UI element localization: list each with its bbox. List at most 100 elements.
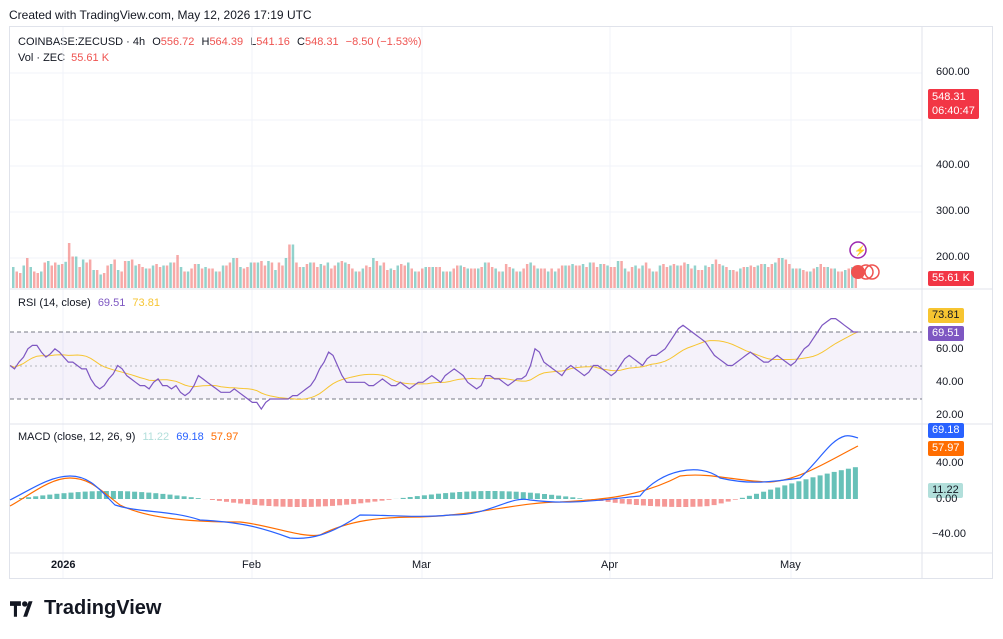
volume-bar [683,262,686,288]
volume-bar [497,271,501,288]
volume-bar [578,265,581,288]
volume-bar [574,265,578,288]
volume-bar [658,265,662,288]
volume-bars [12,243,857,289]
macd-hist-bar [61,493,67,499]
volume-bar [211,268,214,288]
volume-bar [204,267,207,288]
change-value: −8.50 (−1.53%) [345,36,422,48]
volume-bar [805,271,809,288]
volume-bar [456,265,459,288]
volume-bar [463,267,466,288]
macd-hist-bar [697,499,703,507]
volume-bar [267,261,270,288]
signal-tag: 57.97 [928,441,964,456]
macd-hist-bar [132,491,138,499]
macd-hist-bar [181,496,187,499]
volume-bar [651,271,655,288]
volume-bar [634,265,637,288]
volume-bar [700,270,704,288]
macd-hist-bar [322,499,328,507]
macd-tag: 69.18 [928,423,964,438]
macd-hist-bar [365,499,371,503]
volume-bar [221,265,225,288]
macd-hist-bar [188,497,194,499]
macd-hist-bar [824,473,830,499]
macd-hist-bar [209,499,215,500]
macd-hist-bar [68,492,74,499]
volume-bar [141,267,144,288]
macd-hist-bar [386,499,392,500]
economic-event-icon-2[interactable] [864,264,880,280]
volume-bar [532,265,536,288]
macd-hist-bar [775,487,781,499]
volume-bar [707,267,711,288]
volume-bar [407,262,410,288]
volume-bar [662,264,665,288]
volume-bar [711,264,714,288]
volume-bar [543,268,546,288]
volume-bar [298,267,302,288]
volume-bar [382,262,386,288]
macd-hist-bar [259,499,265,506]
volume-bar [466,268,469,288]
volume-bar [26,258,29,288]
volume-bar [288,244,291,288]
volume-bar [655,271,658,288]
volume-bar [550,268,553,288]
macd-hist-bar [252,499,258,505]
volume-bar [620,261,623,288]
volume-bar [693,265,697,288]
volume-bar [239,267,242,288]
volume-bar [263,265,267,288]
volume-bar [798,268,802,288]
volume-bar [791,268,795,288]
volume-bar [316,267,319,288]
volume-bar [137,264,141,288]
volume-bar [417,271,420,288]
macd-tick-0: 0.00 [936,493,958,505]
macd-hist-bar [718,499,724,504]
macd-hist-bar [407,497,413,499]
lightning-event-icon[interactable] [849,241,867,259]
economic-event-icon[interactable] [858,264,874,280]
rsi-value: 69.51 [97,297,126,309]
volume-bar [144,268,148,288]
volume-bar [840,271,843,288]
macd-hist-bar [838,470,844,499]
volume-bar [431,267,434,288]
volume-bar [438,267,441,288]
chart-frame[interactable] [9,26,993,579]
volume-bar [648,268,651,288]
volume-bar [518,271,522,288]
volume-bar [606,265,609,288]
volume-bar [54,262,57,288]
macd-signal-value: 57.97 [210,431,239,443]
us-flag-icon[interactable] [851,265,865,279]
macd-label: MACD (close, 12, 26, 9) [18,431,136,443]
volume-bar [483,262,487,288]
volume-bar [732,270,735,288]
macd-hist-bar [690,499,696,507]
tradingview-logo[interactable]: TradingView [10,597,161,620]
macd-hist-bar [605,499,611,502]
volume-bar [644,262,648,288]
rsi-label: RSI (14, close) [18,297,91,309]
macd-hist-bar [542,494,547,499]
volume-bar [253,262,256,288]
volume-bar [714,259,718,288]
volume-bar [704,265,707,288]
macd-line [9,435,859,539]
macd-hist-bar [294,499,300,507]
volume-bar [19,273,22,288]
volume-bar [305,264,309,288]
volume-bar [770,264,774,288]
macd-hist-bar [704,499,710,507]
volume-bar [669,265,672,288]
macd-hist-bar [47,494,53,499]
macd-hist-bar [344,499,350,505]
volume-bar [333,265,337,288]
macd-hist-bar [676,499,682,507]
close-value: 548.31 [304,36,339,48]
